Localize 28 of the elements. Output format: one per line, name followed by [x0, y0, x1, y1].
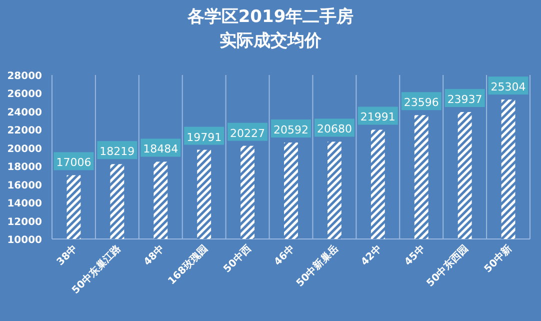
data-label: 25304 [490, 80, 526, 94]
data-label: 19791 [186, 130, 222, 144]
chart-title: 各学区2019年二手房 [186, 7, 354, 27]
y-tick-label: 26000 [7, 89, 42, 100]
y-tick-label: 18000 [7, 162, 42, 174]
data-label: 23937 [447, 93, 482, 106]
x-tick-label: 38中 [54, 242, 80, 268]
data-label: 18484 [143, 142, 178, 156]
y-tick-label: 10000 [7, 235, 42, 246]
x-tick-label: 48中 [141, 242, 167, 268]
y-tick-label: 20000 [7, 144, 42, 155]
data-label: 20592 [274, 123, 308, 136]
data-label: 17006 [56, 156, 92, 170]
y-tick-label: 12000 [7, 216, 42, 228]
y-tick-label: 16000 [7, 180, 42, 192]
x-tick-label: 50中西 [221, 242, 254, 276]
y-tick-label: 22000 [7, 126, 42, 137]
data-label: 21991 [360, 110, 396, 124]
chart-subtitle: 实际成交均价 [220, 31, 322, 51]
data-label: 20227 [230, 126, 266, 140]
x-tick-label: 50中新 [482, 242, 514, 276]
y-tick-label: 24000 [7, 107, 42, 118]
y-tick-label: 14000 [7, 198, 42, 210]
data-label: 23596 [404, 96, 439, 110]
x-tick-label: 42中 [358, 242, 384, 268]
data-label: 18219 [100, 145, 135, 158]
y-tick-label: 28000 [7, 71, 42, 82]
data-label: 20680 [316, 122, 352, 136]
